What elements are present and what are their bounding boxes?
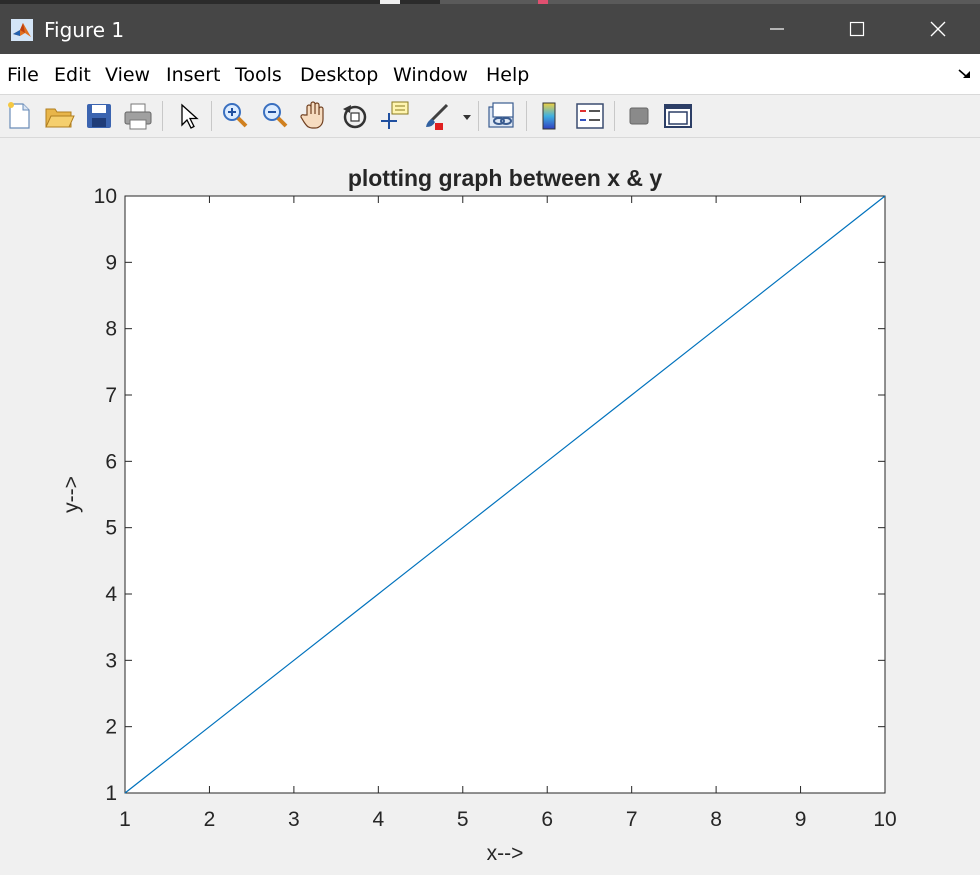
save-figure-icon [87,104,111,128]
zoom-out-button[interactable] [258,99,292,133]
print-figure-button[interactable] [121,99,155,133]
y-tick-label: 3 [105,649,117,672]
axes-plot[interactable]: 1 2 3 4 5 6 7 8 9 10 1 2 3 4 5 6 7 8 9 10 plotting graph be… [0,138,980,875]
y-tick-label: 8 [105,318,117,341]
toolbar-separator [211,101,212,131]
matlab-logo-icon [11,19,33,41]
zoom-out-icon [263,103,288,128]
open-file-icon [45,108,75,128]
y-tick-label: 6 [105,450,117,473]
insert-legend-icon [576,103,604,129]
taskbar-strip [0,0,980,4]
show-plot-tools-icon [664,104,692,128]
maximize-icon [849,21,865,37]
x-axis-label: x--> [487,842,524,865]
toolbar-separator [478,101,479,131]
pan-icon [300,101,324,129]
new-figure-button[interactable] [3,99,37,133]
x-tick-label: 3 [288,808,300,831]
x-tick-label: 2 [204,808,216,831]
y-tick-label: 9 [105,251,117,274]
figure-canvas[interactable]: 1 2 3 4 5 6 7 8 9 10 1 2 3 4 5 6 7 8 9 10 plotting graph be… [0,138,980,875]
toolbar-separator [526,101,527,131]
figure-toolbar [0,95,980,138]
hide-plot-tools-button[interactable] [622,99,656,133]
plot-title: plotting graph between x & y [348,165,663,191]
insert-legend-button[interactable] [573,99,607,133]
window-titlebar[interactable]: Figure 1 [0,4,980,54]
x-tick-label: 6 [541,808,553,831]
minimize-icon [770,28,784,30]
y-tick-label: 4 [105,583,117,606]
brush-dropdown-button[interactable] [459,99,475,133]
brush-dropdown-icon [463,115,471,120]
insert-colorbar-icon [542,102,556,130]
y-tick-label: 2 [105,716,117,739]
toolbar-separator [162,101,163,131]
brush-button[interactable] [421,99,455,133]
maximize-button[interactable] [817,4,897,54]
menu-file[interactable]: File [7,64,39,86]
save-figure-button[interactable] [82,99,116,133]
plot-lines [124,195,886,794]
y-axis-label: y--> [60,476,83,513]
pan-button[interactable] [298,99,332,133]
x-tick-label: 1 [119,808,131,831]
y-tick-label: 10 [94,185,117,208]
menu-insert[interactable]: Insert [166,64,221,86]
link-plot-button[interactable] [485,99,519,133]
zoom-in-icon [223,103,248,128]
edit-plot-icon [181,103,199,129]
link-plot-icon [488,102,514,128]
show-plot-tools-button[interactable] [661,99,695,133]
minimize-button[interactable] [737,4,817,54]
brush-icon [426,103,449,130]
menu-window[interactable]: Window [393,64,468,86]
hide-plot-tools-icon [629,107,649,125]
tick-marks [124,195,886,794]
tick-labels: 1 2 3 4 5 6 7 8 9 10 1 2 3 4 5 6 7 8 9 10 [94,185,897,831]
dock-figure-icon[interactable] [958,68,972,80]
data-cursor-icon [381,101,409,129]
zoom-in-button[interactable] [218,99,252,133]
menu-tools[interactable]: Tools [235,64,282,86]
menu-bar: File Edit View Insert Tools Desktop Wind… [0,54,980,95]
x-tick-label: 8 [710,808,722,831]
y-tick-label: 5 [105,517,117,540]
open-file-button[interactable] [42,99,76,133]
menu-desktop[interactable]: Desktop [300,64,379,86]
new-figure-icon [8,102,30,129]
window-title: Figure 1 [44,18,125,42]
x-tick-label: 10 [873,808,896,831]
menu-view[interactable]: View [105,64,151,86]
x-tick-label: 9 [795,808,807,831]
rotate-3d-icon [343,105,367,129]
x-tick-label: 4 [372,808,384,831]
toolbar-separator [614,101,615,131]
y-tick-label: 1 [105,782,117,805]
menu-edit[interactable]: Edit [54,64,91,86]
rotate-3d-button[interactable] [338,99,372,133]
series-line [124,195,886,794]
menu-help[interactable]: Help [486,64,530,86]
x-tick-label: 5 [457,808,469,831]
x-tick-label: 7 [626,808,638,831]
y-tick-label: 7 [105,384,117,407]
close-button[interactable] [898,4,978,54]
close-icon [930,21,946,37]
print-figure-icon [124,103,152,130]
data-cursor-button[interactable] [378,99,412,133]
insert-colorbar-button[interactable] [533,99,567,133]
edit-plot-button[interactable] [171,99,205,133]
